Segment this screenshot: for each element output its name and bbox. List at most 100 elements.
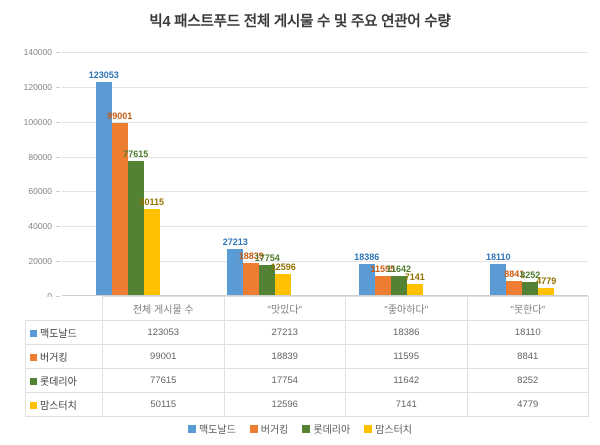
- table-cell: 50115: [102, 392, 225, 417]
- legend-item[interactable]: 롯데리아: [302, 421, 350, 436]
- y-axis-tick-label: 100000: [23, 116, 52, 127]
- table-series-name: 롯데리아: [25, 368, 103, 393]
- y-axis-tick-label: 0: [47, 291, 52, 301]
- bar[interactable]: 7141: [405, 272, 425, 296]
- y-axis-tick-mark: [56, 86, 60, 88]
- y-axis-tick-label: 80000: [28, 151, 52, 162]
- bar-value-label: 18386: [354, 251, 380, 262]
- legend-label: 맘스터치: [375, 425, 413, 436]
- y-axis: 140000 120000 100000 80000 60000 40000 20000 0: [0, 47, 60, 301]
- bar[interactable]: 18839: [239, 252, 264, 296]
- bar[interactable]: 17754: [255, 254, 280, 296]
- bar[interactable]: 27213: [223, 237, 248, 296]
- table-cell: 7141: [345, 392, 468, 417]
- table-cell: 99001: [102, 344, 225, 369]
- bar-value-label: 8252: [520, 269, 541, 280]
- bar[interactable]: 18110: [486, 253, 511, 296]
- bar-value-label: 123053: [88, 69, 119, 80]
- bar[interactable]: 8252: [520, 270, 540, 296]
- bar-group: 18386 11595 11642 7141: [325, 52, 457, 296]
- gridline: [62, 261, 588, 263]
- bar-value-label: 11595: [370, 263, 396, 274]
- bar-group: 18110 8841 8252 4779: [457, 52, 589, 296]
- bar-group: 123053 99001 77615 50115: [62, 52, 194, 296]
- legend-color-swatch-icon: [364, 424, 373, 433]
- table-series-name: 맘스터치: [25, 392, 103, 417]
- legend-label: 롯데리아: [313, 425, 351, 436]
- table-row: 맥도날드 123053 27213 18386 18110: [25, 320, 589, 345]
- table-cell: 8252: [466, 368, 589, 393]
- gridline: [62, 226, 588, 228]
- bar-value-label: 7141: [404, 271, 425, 282]
- bar-value-label: 18839: [238, 251, 264, 262]
- bar[interactable]: 8841: [504, 269, 524, 296]
- plot-area: 123053 99001 77615 50115 27213 18839 17754 1259…: [62, 52, 588, 296]
- table-corner-cell: [25, 296, 103, 321]
- chart-title: 빅4 패스트푸드 전체 게시물 수 및 주요 연관어 수량: [149, 14, 451, 30]
- table-column-header: "좋아하다": [345, 296, 468, 321]
- bar-value-label: 18110: [485, 252, 511, 263]
- bar-group: 27213 18839 17754 12596: [194, 52, 326, 296]
- bar-value-label: 4779: [536, 275, 557, 286]
- legend-item[interactable]: 버거킹: [249, 421, 289, 436]
- y-axis-tick-mark: [56, 52, 60, 53]
- table-column-header: "못한다": [466, 296, 589, 321]
- bar-value-label: 27213: [222, 236, 248, 247]
- table-column-header: 전체 게시물 수: [102, 296, 225, 321]
- data-table-body: 전체 게시물 수 "맛있다" "좋아하다" "못한다" 맥도날드 123053 27213 1…: [25, 296, 589, 417]
- table-series-label: 맘스터치: [40, 401, 77, 412]
- table-cell: 77615: [102, 368, 225, 393]
- bar-value-label: 77615: [123, 148, 149, 159]
- table-cell: 18386: [345, 320, 468, 345]
- table-series-name: 버거킹: [25, 344, 103, 369]
- table-cell: 18110: [466, 320, 589, 345]
- table-cell: 8841: [466, 344, 589, 369]
- y-axis-tick-mark: [56, 226, 60, 228]
- bar[interactable]: 50115: [139, 197, 164, 296]
- table-series-label: 롯데리아: [40, 377, 77, 388]
- table-cell: 123053: [102, 320, 225, 345]
- table-cell: 17754: [223, 368, 346, 393]
- bar[interactable]: 12596: [271, 263, 296, 296]
- gridline: [62, 52, 588, 53]
- legend-item[interactable]: 맥도날드: [187, 421, 236, 436]
- bar-value-label: 12596: [270, 262, 296, 273]
- table-cell: 18839: [223, 344, 346, 369]
- bar[interactable]: 18386: [354, 252, 379, 296]
- table-cell: 11595: [345, 344, 468, 369]
- bar[interactable]: 123053: [89, 70, 119, 296]
- table-cell: 12596: [223, 392, 346, 417]
- series-color-swatch-icon: [30, 377, 37, 385]
- table-row: 롯데리아 77615 17754 11642 8252: [25, 368, 589, 393]
- bar[interactable]: 99001: [107, 112, 132, 296]
- legend-label: 버거킹: [260, 425, 289, 436]
- legend-color-swatch-icon: [187, 424, 196, 433]
- y-axis-tick-mark: [56, 121, 60, 123]
- legend-item[interactable]: 맘스터치: [364, 421, 412, 436]
- table-cell: 11642: [345, 368, 468, 393]
- bar[interactable]: 77615: [123, 149, 148, 296]
- table-header-row: 전체 게시물 수 "맛있다" "좋아하다" "못한다": [25, 296, 589, 321]
- y-axis-tick-label: 20000: [28, 256, 52, 267]
- table-series-label: 맥도날드: [40, 329, 77, 340]
- y-axis-tick-mark: [56, 261, 60, 263]
- y-axis-tick-label: 40000: [28, 221, 52, 232]
- table-series-name: 맥도날드: [25, 320, 103, 345]
- data-table: 전체 게시물 수 "맛있다" "좋아하다" "못한다" 맥도날드 123053 27213 1…: [25, 296, 589, 417]
- legend-color-swatch-icon: [302, 424, 311, 433]
- gridline: [62, 191, 588, 193]
- table-column-header: "맛있다": [223, 296, 346, 321]
- axis-baseline: [62, 295, 588, 296]
- bar[interactable]: 4779: [536, 276, 556, 296]
- gridline: [62, 156, 588, 158]
- series-color-swatch-icon: [30, 329, 37, 337]
- bar[interactable]: 11642: [386, 264, 411, 296]
- series-color-swatch-icon: [30, 353, 37, 361]
- table-cell: 27213: [223, 320, 346, 345]
- bar[interactable]: 11595: [370, 264, 395, 296]
- bar-value-label: 11642: [386, 263, 412, 274]
- chart-legend: 맥도날드 버거킹 롯데리아 맘스터치: [0, 421, 600, 436]
- y-axis-tick-label: 120000: [23, 81, 52, 92]
- y-axis-tick-label: 140000: [23, 47, 52, 57]
